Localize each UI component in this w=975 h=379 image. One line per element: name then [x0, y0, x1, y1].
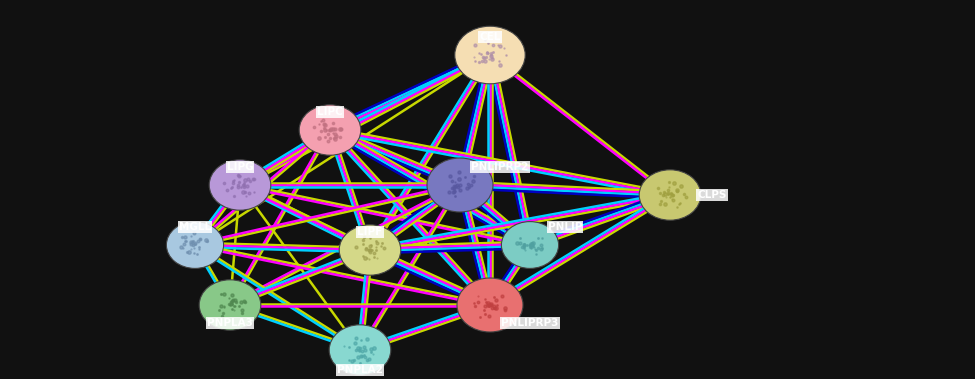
Text: MGLL: MGLL	[179, 222, 211, 232]
Text: LIPF: LIPF	[358, 227, 382, 237]
Ellipse shape	[457, 278, 523, 332]
Ellipse shape	[339, 225, 401, 275]
Ellipse shape	[167, 222, 223, 268]
Text: PNPLA3: PNPLA3	[207, 318, 253, 328]
Ellipse shape	[640, 170, 701, 220]
Text: PNLIPRP3: PNLIPRP3	[501, 318, 559, 328]
Ellipse shape	[299, 105, 361, 155]
Ellipse shape	[454, 26, 526, 84]
Text: CEL: CEL	[480, 32, 501, 42]
Text: CLPS: CLPS	[697, 190, 726, 200]
Text: LIPG: LIPG	[226, 162, 254, 172]
Ellipse shape	[330, 325, 391, 375]
Ellipse shape	[427, 158, 493, 212]
Ellipse shape	[501, 222, 559, 268]
Text: PNLIPRP2: PNLIPRP2	[471, 162, 528, 172]
Ellipse shape	[199, 280, 260, 330]
Ellipse shape	[210, 160, 271, 210]
Text: PNLIP: PNLIP	[548, 222, 582, 232]
Text: PNPLA2: PNPLA2	[337, 365, 383, 375]
Text: LIPC: LIPC	[317, 107, 343, 117]
